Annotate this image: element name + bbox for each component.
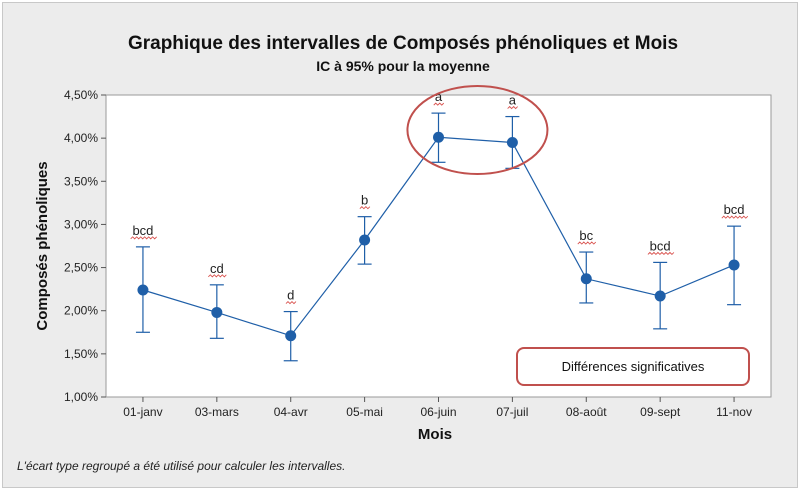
- mean-point: [285, 330, 297, 342]
- y-tick-label: 4,50%: [64, 88, 98, 102]
- group-letter: d: [287, 288, 294, 303]
- group-letter-underline: [647, 251, 675, 256]
- y-axis: 1,00% 1,50% 2,00% 2,50% 3,00% 3,50% 4,00% 4,50%: [64, 88, 106, 404]
- x-tick-label: 05-mai: [346, 405, 383, 419]
- x-axis: 01-janv 03-mars 04-avr 05-mai 06-juin 07-juil…: [123, 397, 752, 419]
- mean-point: [137, 284, 149, 296]
- group-letter-underline: [433, 102, 445, 106]
- group-letter: a: [435, 89, 443, 104]
- group-letter: bcd: [650, 238, 671, 253]
- group-letter-underline: [577, 241, 597, 245]
- mean-point: [211, 306, 223, 318]
- group-letter-underline: [208, 274, 227, 278]
- group-letter-underline: [130, 236, 158, 240]
- chart: Graphique des intervalles de Composés ph…: [17, 33, 772, 473]
- data-marks: bcd cd d b a a bc bcd bcd: [130, 89, 749, 362]
- mean-point: [359, 234, 371, 246]
- x-tick-label: 03-mars: [195, 405, 239, 419]
- x-tick-label: 04-avr: [274, 405, 308, 419]
- x-tick-label: 06-juin: [420, 405, 456, 419]
- mean-point: [728, 259, 740, 271]
- mean-point: [580, 273, 592, 285]
- group-letter: cd: [210, 261, 224, 276]
- y-tick-label: 1,00%: [64, 390, 98, 404]
- chart-title: Graphique des intervalles de Composés ph…: [128, 33, 678, 54]
- x-axis-label: Mois: [418, 426, 452, 443]
- mean-point: [506, 136, 518, 148]
- y-tick-label: 3,00%: [64, 217, 98, 231]
- group-letter-underline: [507, 105, 518, 110]
- y-tick-label: 4,00%: [64, 131, 98, 145]
- mean-point: [654, 290, 666, 302]
- y-tick-label: 1,50%: [64, 347, 98, 361]
- group-letter: bcd: [724, 202, 745, 217]
- x-tick-label: 09-sept: [640, 405, 681, 419]
- y-tick-label: 2,50%: [64, 261, 98, 275]
- mean-point: [433, 131, 444, 143]
- y-tick-label: 3,50%: [64, 174, 98, 188]
- group-letter-underline: [359, 206, 371, 210]
- x-tick-label: 08-août: [566, 405, 607, 419]
- group-letter: bcd: [132, 223, 153, 238]
- chart-subtitle: IC à 95% pour la moyenne: [316, 58, 490, 74]
- y-axis-label: Composés phénoliques: [34, 161, 51, 330]
- group-letter: a: [509, 93, 517, 108]
- x-tick-label: 11-nov: [716, 405, 752, 419]
- group-letter: bc: [579, 228, 593, 243]
- annotation-box-text: Différences significatives: [562, 359, 705, 374]
- y-tick-label: 2,00%: [64, 304, 98, 318]
- x-tick-label: 07-juil: [496, 405, 528, 419]
- annotation-box: [516, 347, 750, 386]
- group-letter: b: [361, 193, 368, 208]
- footnote: L'écart type regroupé a été utilisé pour…: [17, 459, 345, 473]
- group-letter-underline: [721, 215, 749, 219]
- x-tick-label: 01-janv: [123, 405, 162, 419]
- highlight-ellipse: [406, 85, 549, 175]
- group-letter-underline: [285, 300, 297, 305]
